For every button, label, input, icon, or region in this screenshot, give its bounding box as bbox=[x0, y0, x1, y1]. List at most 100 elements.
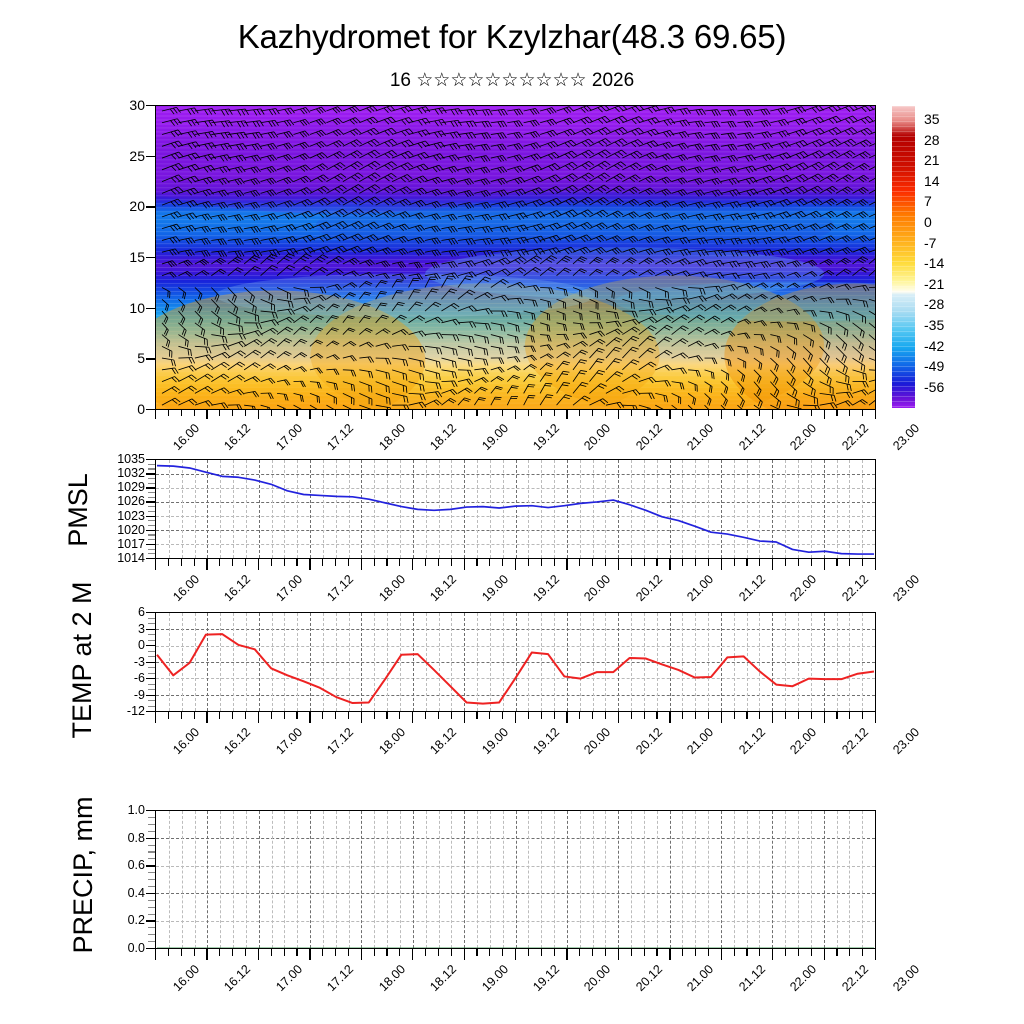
y-tick-minor bbox=[148, 477, 155, 480]
y-tick-major bbox=[146, 837, 155, 839]
x-tick-minor bbox=[695, 559, 697, 566]
x-tick-minor bbox=[810, 712, 812, 719]
x-tick-minor bbox=[425, 949, 427, 956]
x-tick-minor bbox=[347, 949, 349, 956]
y-tick-label: 1026 bbox=[117, 494, 145, 509]
gridline-vertical bbox=[785, 613, 787, 711]
gridline-vertical bbox=[310, 811, 312, 948]
x-tick-label: 20.12 bbox=[633, 421, 666, 454]
gridline-vertical bbox=[502, 811, 504, 948]
x-tick-minor bbox=[810, 949, 812, 956]
gridline-vertical bbox=[631, 613, 633, 711]
y-tick-minor bbox=[148, 700, 155, 702]
x-tick-label: 19.00 bbox=[478, 572, 511, 605]
x-tick-minor bbox=[540, 712, 542, 719]
gridline-vertical bbox=[464, 613, 466, 711]
y-tick-minor bbox=[148, 496, 155, 498]
y-tick-major bbox=[146, 501, 155, 503]
x-tick-label: 23.00 bbox=[890, 421, 923, 454]
gridline-vertical bbox=[656, 811, 658, 948]
x-tick-minor bbox=[245, 559, 247, 566]
gridline-vertical bbox=[605, 460, 607, 558]
x-tick-minor bbox=[489, 712, 491, 719]
gridline-vertical bbox=[720, 613, 722, 711]
gridline-vertical bbox=[669, 811, 671, 948]
gridline-vertical bbox=[605, 613, 607, 711]
x-tick-major bbox=[823, 410, 825, 419]
gridline-vertical bbox=[554, 811, 555, 948]
x-tick-label: 17.00 bbox=[273, 421, 306, 454]
x-tick-minor bbox=[592, 712, 594, 719]
y-tick-label: 1023 bbox=[117, 508, 145, 523]
x-tick-label: 23.00 bbox=[890, 962, 923, 995]
gridline-vertical bbox=[322, 460, 324, 558]
x-tick-minor bbox=[476, 559, 478, 566]
y-tick-label: 1032 bbox=[117, 466, 145, 481]
x-tick-minor bbox=[245, 712, 247, 719]
y-tick-label: 1035 bbox=[117, 452, 145, 466]
gridline-vertical bbox=[541, 613, 543, 711]
x-tick-label: 18.00 bbox=[375, 421, 408, 454]
x-tick-minor bbox=[386, 949, 388, 956]
x-tick-major bbox=[309, 949, 311, 960]
gridline-vertical bbox=[348, 460, 350, 558]
y-tick-label: 1017 bbox=[117, 536, 145, 551]
x-tick-major bbox=[823, 949, 825, 960]
gridline-vertical bbox=[322, 811, 324, 948]
gridline-vertical bbox=[823, 460, 825, 558]
x-tick-label: 17.12 bbox=[324, 962, 357, 995]
gridline-vertical bbox=[631, 460, 633, 558]
x-tick-minor bbox=[707, 410, 709, 416]
thermal-anomaly bbox=[156, 290, 426, 409]
colorbar-tick-label: -35 bbox=[924, 317, 945, 333]
y-tick-label: -3 bbox=[133, 654, 145, 669]
x-tick-minor bbox=[682, 949, 684, 956]
gridline-vertical bbox=[592, 460, 594, 558]
colorbar-tick-label: 14 bbox=[924, 172, 940, 189]
y-tick-label: 6 bbox=[138, 605, 145, 619]
gridline-vertical bbox=[669, 460, 671, 558]
x-tick-label: 18.12 bbox=[427, 725, 460, 758]
gridline-vertical bbox=[759, 460, 761, 558]
y-tick-label: 0.6 bbox=[127, 858, 145, 873]
x-tick-minor bbox=[849, 949, 851, 956]
y-tick-minor bbox=[148, 689, 155, 691]
x-tick-major bbox=[155, 949, 157, 960]
x-tick-minor bbox=[630, 712, 632, 719]
gridline-vertical bbox=[194, 460, 196, 558]
y-tick-major bbox=[146, 257, 155, 259]
x-tick-major bbox=[309, 559, 311, 570]
temp-series-line bbox=[156, 613, 875, 712]
gridline-vertical bbox=[477, 811, 478, 948]
x-tick-major bbox=[669, 949, 671, 960]
gridline-vertical bbox=[592, 613, 594, 711]
x-tick-major bbox=[463, 949, 465, 960]
x-tick-minor bbox=[707, 559, 709, 566]
y-tick-label: 30 bbox=[129, 97, 145, 113]
x-tick-minor bbox=[746, 410, 748, 416]
x-tick-minor bbox=[502, 949, 504, 956]
x-tick-label: 22.12 bbox=[838, 962, 871, 995]
x-tick-minor bbox=[180, 410, 182, 416]
x-tick-minor bbox=[682, 712, 684, 719]
gridline-vertical bbox=[374, 811, 376, 948]
gridline-vertical bbox=[335, 460, 337, 558]
y-tick-major bbox=[146, 515, 155, 517]
x-tick-major bbox=[617, 949, 620, 960]
gridline-vertical bbox=[733, 613, 735, 711]
gridline-vertical bbox=[464, 460, 466, 558]
x-tick-minor bbox=[322, 410, 324, 416]
gridline-vertical bbox=[348, 613, 350, 711]
gridline-vertical bbox=[541, 460, 543, 558]
x-tick-minor bbox=[862, 712, 864, 719]
precip-frame bbox=[155, 810, 876, 949]
x-tick-minor bbox=[450, 712, 452, 719]
x-tick-minor bbox=[489, 559, 491, 566]
gridline-vertical bbox=[618, 613, 620, 711]
x-tick-minor bbox=[232, 559, 234, 566]
x-tick-label: 18.12 bbox=[427, 572, 460, 605]
x-tick-major bbox=[257, 949, 260, 960]
x-tick-minor bbox=[592, 410, 594, 416]
gridline-vertical bbox=[823, 613, 825, 711]
gridline-vertical bbox=[618, 811, 620, 948]
